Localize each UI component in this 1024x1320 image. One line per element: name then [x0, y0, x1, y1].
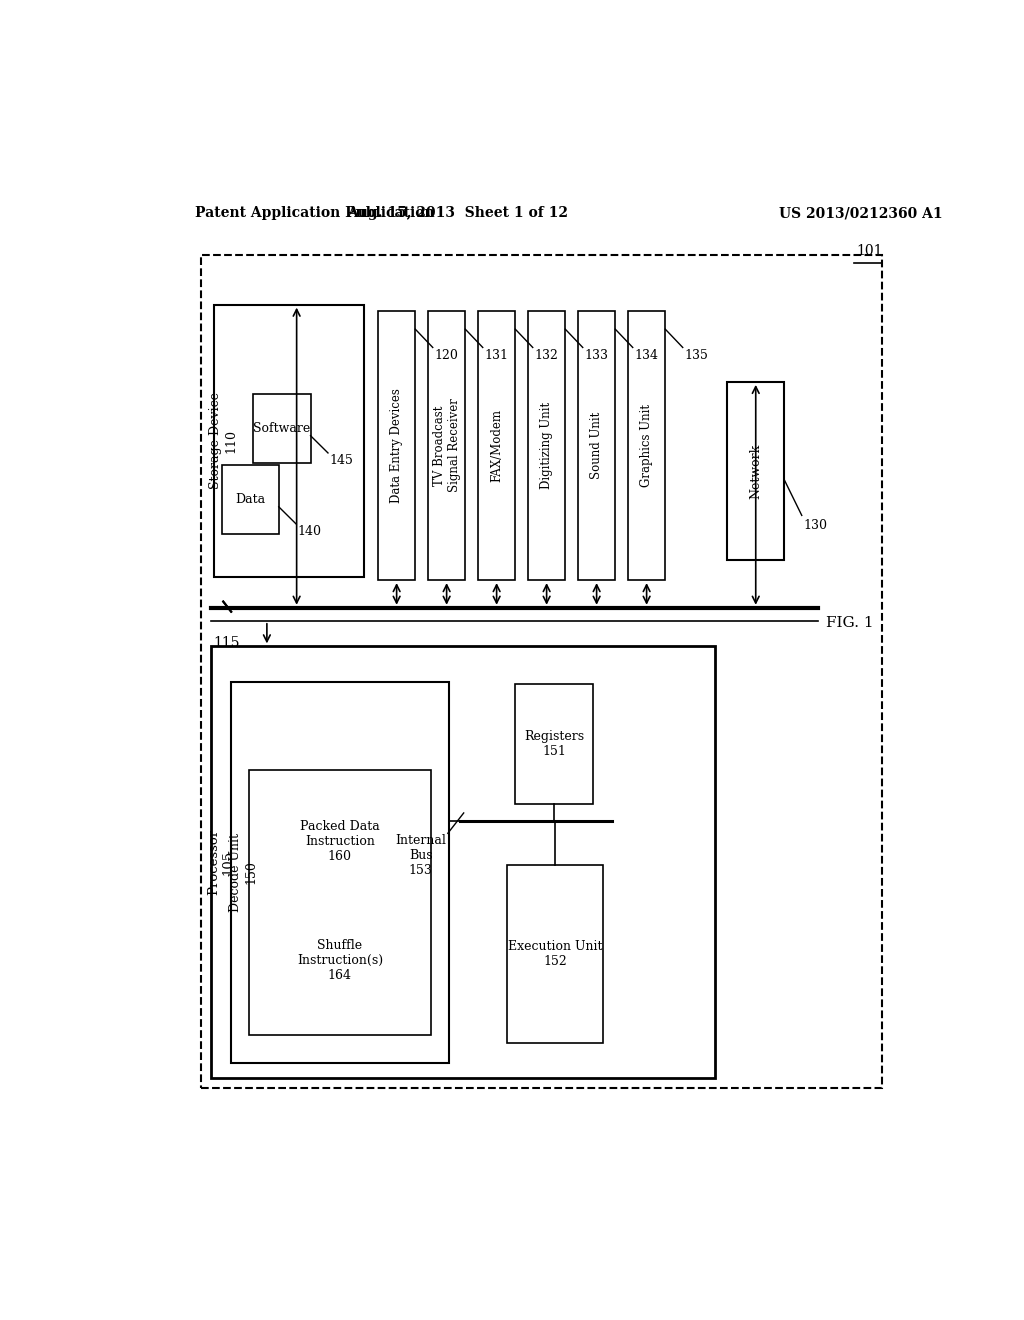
Text: Data: Data [236, 494, 265, 507]
FancyBboxPatch shape [515, 684, 593, 804]
Text: 132: 132 [535, 350, 558, 363]
FancyBboxPatch shape [578, 312, 615, 581]
Text: US 2013/0212360 A1: US 2013/0212360 A1 [778, 206, 942, 220]
Text: Digitizing Unit: Digitizing Unit [540, 403, 553, 490]
Text: FAX/Modem: FAX/Modem [490, 409, 503, 482]
Text: Patent Application Publication: Patent Application Publication [196, 206, 435, 220]
FancyBboxPatch shape [727, 381, 784, 560]
Text: Registers
151: Registers 151 [524, 730, 585, 758]
FancyBboxPatch shape [253, 395, 310, 463]
FancyBboxPatch shape [201, 255, 882, 1089]
Text: Network: Network [750, 444, 762, 499]
FancyBboxPatch shape [214, 305, 365, 577]
FancyBboxPatch shape [528, 312, 565, 581]
Text: Packed Data
Instruction
160: Packed Data Instruction 160 [300, 820, 380, 863]
Text: Processor
105: Processor 105 [207, 829, 234, 895]
Text: 134: 134 [634, 350, 658, 363]
Text: Storage Device
110: Storage Device 110 [209, 392, 238, 490]
FancyBboxPatch shape [378, 312, 416, 581]
FancyBboxPatch shape [428, 312, 465, 581]
Text: Shuffle
Instruction(s)
164: Shuffle Instruction(s) 164 [297, 939, 383, 982]
Text: 101: 101 [856, 244, 883, 257]
Text: Software: Software [253, 422, 310, 436]
FancyBboxPatch shape [249, 771, 431, 1035]
Text: FIG. 1: FIG. 1 [826, 616, 874, 630]
Text: 130: 130 [804, 519, 827, 532]
Text: TV Broadcast
Signal Receiver: TV Broadcast Signal Receiver [432, 399, 461, 492]
FancyBboxPatch shape [231, 682, 450, 1063]
Text: Internal
Bus
153: Internal Bus 153 [395, 834, 446, 878]
Text: 133: 133 [585, 350, 608, 363]
FancyBboxPatch shape [507, 865, 602, 1043]
Text: Decode Unit
150: Decode Unit 150 [229, 833, 257, 912]
Text: 135: 135 [684, 350, 709, 363]
FancyBboxPatch shape [211, 647, 715, 1078]
FancyBboxPatch shape [628, 312, 666, 581]
Text: 145: 145 [330, 454, 353, 467]
FancyBboxPatch shape [221, 466, 279, 535]
Text: 131: 131 [484, 350, 508, 363]
Text: 120: 120 [434, 350, 458, 363]
Text: Graphics Unit: Graphics Unit [640, 404, 653, 487]
Text: Aug. 15, 2013  Sheet 1 of 12: Aug. 15, 2013 Sheet 1 of 12 [347, 206, 568, 220]
Text: 140: 140 [298, 525, 322, 539]
Text: Data Entry Devices: Data Entry Devices [390, 388, 403, 503]
Text: 115: 115 [214, 636, 241, 651]
Text: Sound Unit: Sound Unit [590, 412, 603, 479]
Text: Execution Unit
152: Execution Unit 152 [508, 940, 602, 968]
FancyBboxPatch shape [478, 312, 515, 581]
